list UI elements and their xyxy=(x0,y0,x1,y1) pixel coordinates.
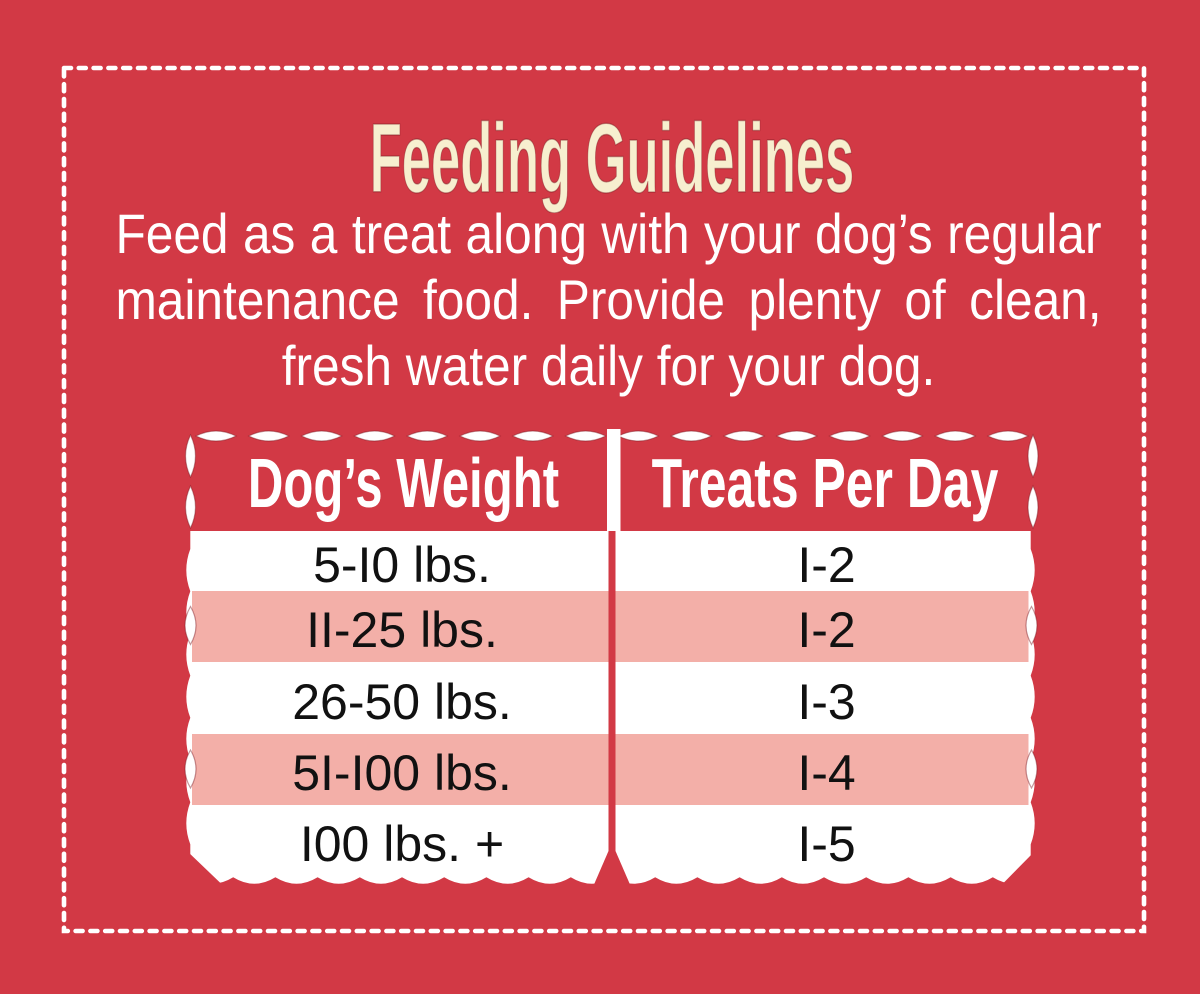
svg-text:Treats Per Day: Treats Per Day xyxy=(652,444,999,522)
svg-text:I00 lbs. +: I00 lbs. + xyxy=(300,816,504,872)
svg-text:5I-I00 lbs.: 5I-I00 lbs. xyxy=(292,745,512,801)
svg-text:I-2: I-2 xyxy=(797,602,855,658)
svg-text:5-I0 lbs.: 5-I0 lbs. xyxy=(313,537,491,593)
svg-text:II-25 lbs.: II-25 lbs. xyxy=(306,602,498,658)
svg-text:I-2: I-2 xyxy=(797,537,855,593)
svg-text:Dog’s Weight: Dog’s Weight xyxy=(248,443,559,522)
svg-text:I-4: I-4 xyxy=(797,745,855,801)
svg-text:I-3: I-3 xyxy=(797,674,855,730)
svg-text:26-50 lbs.: 26-50 lbs. xyxy=(292,674,512,730)
svg-text:I-5: I-5 xyxy=(797,816,855,872)
